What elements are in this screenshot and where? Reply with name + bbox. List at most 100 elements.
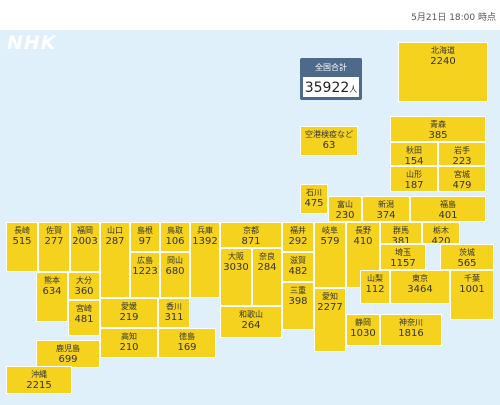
prefecture-ishikawa[interactable]: 石川 475: [300, 184, 328, 214]
prefecture-wakayama[interactable]: 和歌山 264: [220, 306, 282, 338]
prefecture-name: 北海道: [431, 46, 455, 55]
prefecture-name: 熊本: [44, 276, 60, 285]
prefecture-name: 徳島: [179, 332, 195, 341]
prefecture-ibaraki[interactable]: 茨城 565: [440, 244, 494, 270]
prefecture-akita[interactable]: 秋田 154: [390, 142, 438, 166]
prefecture-count: 515: [12, 236, 32, 247]
prefecture-name: 鹿児島: [56, 344, 80, 353]
prefecture-mie[interactable]: 三重 398: [282, 282, 314, 330]
prefecture-count: 1223: [132, 266, 158, 277]
prefecture-osaka[interactable]: 大阪 3030: [220, 248, 252, 306]
prefecture-name: 青森: [430, 120, 446, 129]
prefecture-count: 311: [164, 312, 184, 323]
prefecture-name: 長野: [355, 226, 371, 235]
prefecture-count: 223: [452, 156, 472, 166]
prefecture-count: 579: [320, 236, 340, 247]
prefecture-shizuoka[interactable]: 静岡 1030: [346, 314, 380, 346]
prefecture-name: 沖縄: [31, 370, 47, 379]
prefecture-yamagata[interactable]: 山形 187: [390, 166, 438, 192]
prefecture-oita[interactable]: 大分 360: [68, 272, 100, 300]
prefecture-shimane[interactable]: 島根 97: [130, 222, 160, 252]
prefecture-count: 2240: [430, 56, 456, 67]
prefecture-kagawa[interactable]: 香川 311: [158, 298, 190, 328]
prefecture-hiroshima[interactable]: 広島 1223: [130, 252, 160, 298]
header-bar: 5月21日 18:00 時点: [0, 0, 500, 30]
nhk-logo: NHK: [7, 32, 57, 54]
national-total-value: 35922人: [303, 80, 359, 96]
prefecture-kyoto[interactable]: 京都 871: [220, 222, 282, 248]
prefecture-name: 神奈川: [399, 318, 423, 327]
prefecture-gunma[interactable]: 群馬 381: [380, 222, 422, 244]
prefecture-name: 長崎: [14, 226, 30, 235]
prefecture-yamanashi[interactable]: 山梨 112: [360, 270, 390, 304]
prefecture-kumamoto[interactable]: 熊本 634: [36, 272, 68, 322]
prefecture-hokkaido[interactable]: 北海道 2240: [398, 42, 488, 102]
prefecture-count: 1157: [390, 258, 416, 269]
prefecture-quarantine[interactable]: 空港検疫など 63: [300, 126, 358, 156]
prefecture-name: 広島: [137, 256, 153, 265]
prefecture-name: 岐阜: [322, 226, 338, 235]
prefecture-shiga[interactable]: 滋賀 482: [282, 252, 314, 282]
prefecture-aichi[interactable]: 愛知 2277: [314, 288, 346, 352]
prefecture-kanagawa[interactable]: 神奈川 1816: [380, 314, 442, 346]
prefecture-count: 154: [404, 156, 424, 166]
prefecture-name: 和歌山: [239, 310, 263, 319]
prefecture-kochi[interactable]: 高知 210: [100, 328, 158, 358]
prefecture-name: 滋賀: [290, 256, 306, 265]
prefecture-count: 374: [376, 210, 396, 221]
prefecture-name: 千葉: [464, 274, 480, 283]
prefecture-toyama[interactable]: 富山 230: [328, 196, 362, 222]
prefecture-niigata[interactable]: 新潟 374: [362, 196, 410, 222]
prefecture-name: 栃木: [433, 226, 449, 235]
prefecture-name: 石川: [306, 188, 322, 197]
prefecture-count: 210: [119, 342, 139, 353]
prefecture-saitama[interactable]: 埼玉 1157: [380, 244, 426, 270]
prefecture-yamaguchi[interactable]: 山口 287: [100, 222, 130, 298]
prefecture-saga[interactable]: 佐賀 277: [38, 222, 70, 272]
prefecture-nara[interactable]: 奈良 284: [252, 248, 282, 306]
prefecture-miyazaki[interactable]: 宮崎 481: [68, 300, 100, 336]
prefecture-hyogo[interactable]: 兵庫 1392: [190, 222, 220, 298]
prefecture-count: 1816: [398, 328, 424, 339]
prefecture-fukuoka[interactable]: 福岡 2003: [70, 222, 100, 272]
prefecture-count: 287: [105, 236, 125, 247]
prefecture-count: 169: [177, 342, 197, 353]
prefecture-name: 佐賀: [46, 226, 62, 235]
prefecture-name: 空港検疫など: [305, 130, 353, 139]
prefecture-name: 静岡: [355, 318, 371, 327]
prefecture-tottori[interactable]: 鳥取 106: [160, 222, 190, 252]
update-time: 5月21日 18:00 時点: [411, 13, 496, 23]
prefecture-count: 871: [241, 236, 261, 247]
prefecture-count: 3030: [223, 262, 249, 273]
prefecture-count: 381: [391, 236, 411, 244]
prefecture-nagasaki[interactable]: 長崎 515: [6, 222, 38, 272]
prefecture-kagoshima[interactable]: 鹿児島 699: [36, 340, 100, 368]
prefecture-count: 385: [428, 130, 448, 141]
prefecture-name: 愛知: [322, 292, 338, 301]
prefecture-name: 愛媛: [121, 302, 137, 311]
prefecture-gifu[interactable]: 岐阜 579: [314, 222, 346, 288]
prefecture-count: 219: [119, 312, 139, 323]
prefecture-name: 岩手: [454, 146, 470, 155]
prefecture-name: 兵庫: [197, 226, 213, 235]
prefecture-chiba[interactable]: 千葉 1001: [450, 270, 494, 320]
prefecture-count: 277: [44, 236, 64, 247]
prefecture-count: 565: [457, 258, 477, 269]
prefecture-count: 112: [365, 284, 385, 295]
prefecture-name: 埼玉: [395, 248, 411, 257]
prefecture-tokyo[interactable]: 東京 3464: [390, 270, 450, 304]
prefecture-iwate[interactable]: 岩手 223: [438, 142, 486, 166]
prefecture-tochigi[interactable]: 栃木 420: [422, 222, 460, 244]
prefecture-aomori[interactable]: 青森 385: [390, 116, 486, 142]
prefecture-okayama[interactable]: 岡山 680: [160, 252, 190, 298]
prefecture-miyagi[interactable]: 宮城 479: [438, 166, 486, 192]
prefecture-ehime[interactable]: 愛媛 219: [100, 298, 158, 328]
prefecture-tokushima[interactable]: 徳島 169: [158, 328, 216, 358]
prefecture-name: 奈良: [259, 252, 275, 261]
prefecture-count: 410: [353, 236, 373, 247]
prefecture-okinawa[interactable]: 沖縄 2215: [6, 366, 72, 394]
prefecture-count: 1392: [192, 236, 218, 247]
prefecture-fukushima[interactable]: 福島 401: [410, 196, 486, 222]
prefecture-name: 新潟: [378, 200, 394, 209]
prefecture-fukui[interactable]: 福井 292: [282, 222, 314, 252]
